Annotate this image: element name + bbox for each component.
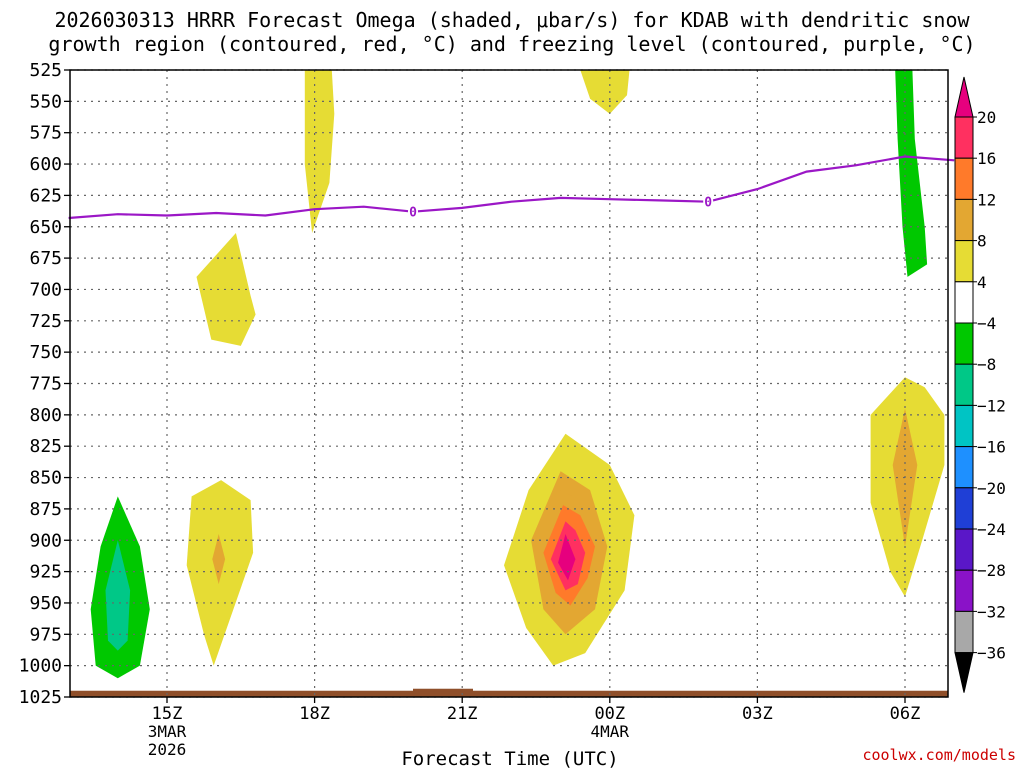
colorbar-segment: [954, 322, 974, 365]
x-tick-label: 00Z: [594, 704, 625, 724]
colorbar-segment: [954, 363, 974, 406]
omega-rise-16z-mid: [196, 233, 256, 346]
colorbar-segment: [954, 404, 974, 448]
colorbar-label: 12: [977, 190, 996, 209]
terrain-bump: [413, 688, 473, 692]
colorbar-segment: [954, 198, 974, 242]
colorbar-segment: [954, 446, 974, 489]
y-tick-label: 550: [29, 91, 62, 112]
colorbar-segment: [954, 157, 974, 200]
omega-sink-14z-inner: [105, 540, 131, 651]
freezing-level-label-bg: [703, 194, 714, 209]
colorbar-segment: [954, 610, 974, 654]
y-tick-label: 700: [29, 279, 62, 300]
y-tick-label: 750: [29, 342, 62, 363]
credit-text: coolwx.com/models: [862, 746, 1016, 764]
colorbar-under-triangle: [954, 652, 974, 693]
omega-rise-16z-low-inner: [212, 534, 226, 585]
omega-rise-23z-max: [558, 534, 576, 581]
y-tick-label: 625: [29, 185, 62, 206]
x-tick-label: 18Z: [299, 704, 330, 724]
y-tick-label: 1000: [19, 656, 62, 677]
omega-sink-06z-column: [895, 70, 928, 277]
colorbar-label: −4: [977, 314, 996, 333]
y-tick-label: 525: [29, 60, 62, 81]
y-tick-label: 875: [29, 499, 62, 520]
colorbar-label: 8: [977, 232, 987, 251]
x-tick-label: 21Z: [447, 704, 478, 724]
y-tick-label: 900: [29, 530, 62, 551]
colorbar-segment: [954, 116, 974, 159]
freezing-level-label: 0: [704, 196, 712, 211]
colorbar-label: −20: [977, 479, 1006, 498]
colorbar-label: −32: [977, 602, 1006, 621]
colorbar-label: −36: [977, 644, 1006, 663]
y-tick-label: 725: [29, 311, 62, 332]
x-date-label: 3MAR: [148, 722, 187, 741]
x-tick-label: 06Z: [890, 704, 921, 724]
y-tick-label: 1025: [19, 687, 62, 708]
y-tick-label: 800: [29, 405, 62, 426]
freezing-level-label-bg: [408, 204, 418, 219]
y-tick-label: 600: [29, 154, 62, 175]
colorbar-segment: [954, 487, 974, 530]
colorbar-label: 4: [977, 273, 987, 292]
colorbar-segment: [954, 281, 974, 324]
axes-layer: 525 550 575 600 625 650 675 700 725 750 775 800 825 8…: [19, 60, 949, 768]
freezing-level-layer: 00: [68, 155, 955, 221]
colorbar-label: −8: [977, 355, 996, 374]
y-tick-label: 825: [29, 436, 62, 457]
omega-rise-18z-column: [304, 70, 335, 233]
colorbar-label: 20: [977, 108, 996, 127]
colorbar-over-triangle: [954, 76, 974, 118]
colorbar-segment: [954, 240, 974, 283]
y-tick-label: 675: [29, 248, 62, 269]
colorbar-label: −12: [977, 396, 1006, 415]
terrain-band: [70, 690, 948, 697]
omega-shading-layer: [70, 70, 948, 697]
chart-title-line-1: 2026030313 HRRR Forecast Omega (shaded, …: [54, 8, 970, 32]
freezing-level-label: 0: [409, 206, 417, 221]
colorbar-segment: [954, 569, 974, 612]
colorbar-label: −28: [977, 561, 1006, 580]
y-tick-label: 850: [29, 468, 62, 489]
y-tick-label: 925: [29, 562, 62, 583]
y-tick-label: 975: [29, 624, 62, 645]
colorbar-label: −16: [977, 438, 1006, 457]
colorbar-label: −24: [977, 520, 1006, 539]
x-year-label: 2026: [148, 740, 187, 759]
y-tick-label: 775: [29, 374, 62, 395]
chart-title-line-2: growth region (contoured, red, °C) and f…: [48, 32, 976, 56]
x-tick-label: 03Z: [742, 704, 773, 724]
colorbar-label: 16: [977, 149, 996, 168]
x-date-label: 4MAR: [591, 722, 630, 741]
freezing-level-line: [68, 155, 955, 220]
omega-rise-00z-top: [580, 70, 630, 114]
y-tick-label: 950: [29, 593, 62, 614]
colorbar-layer: 20 16 12 8 4 −4 −8 −12 −16 −20 −24 −28 −32 −36: [954, 76, 1006, 693]
colorbar-segment: [954, 528, 974, 571]
x-tick-label: 15Z: [152, 704, 183, 724]
y-tick-label: 575: [29, 123, 62, 144]
y-tick-label: 650: [29, 217, 62, 238]
x-axis-label: Forecast Time (UTC): [401, 748, 618, 768]
